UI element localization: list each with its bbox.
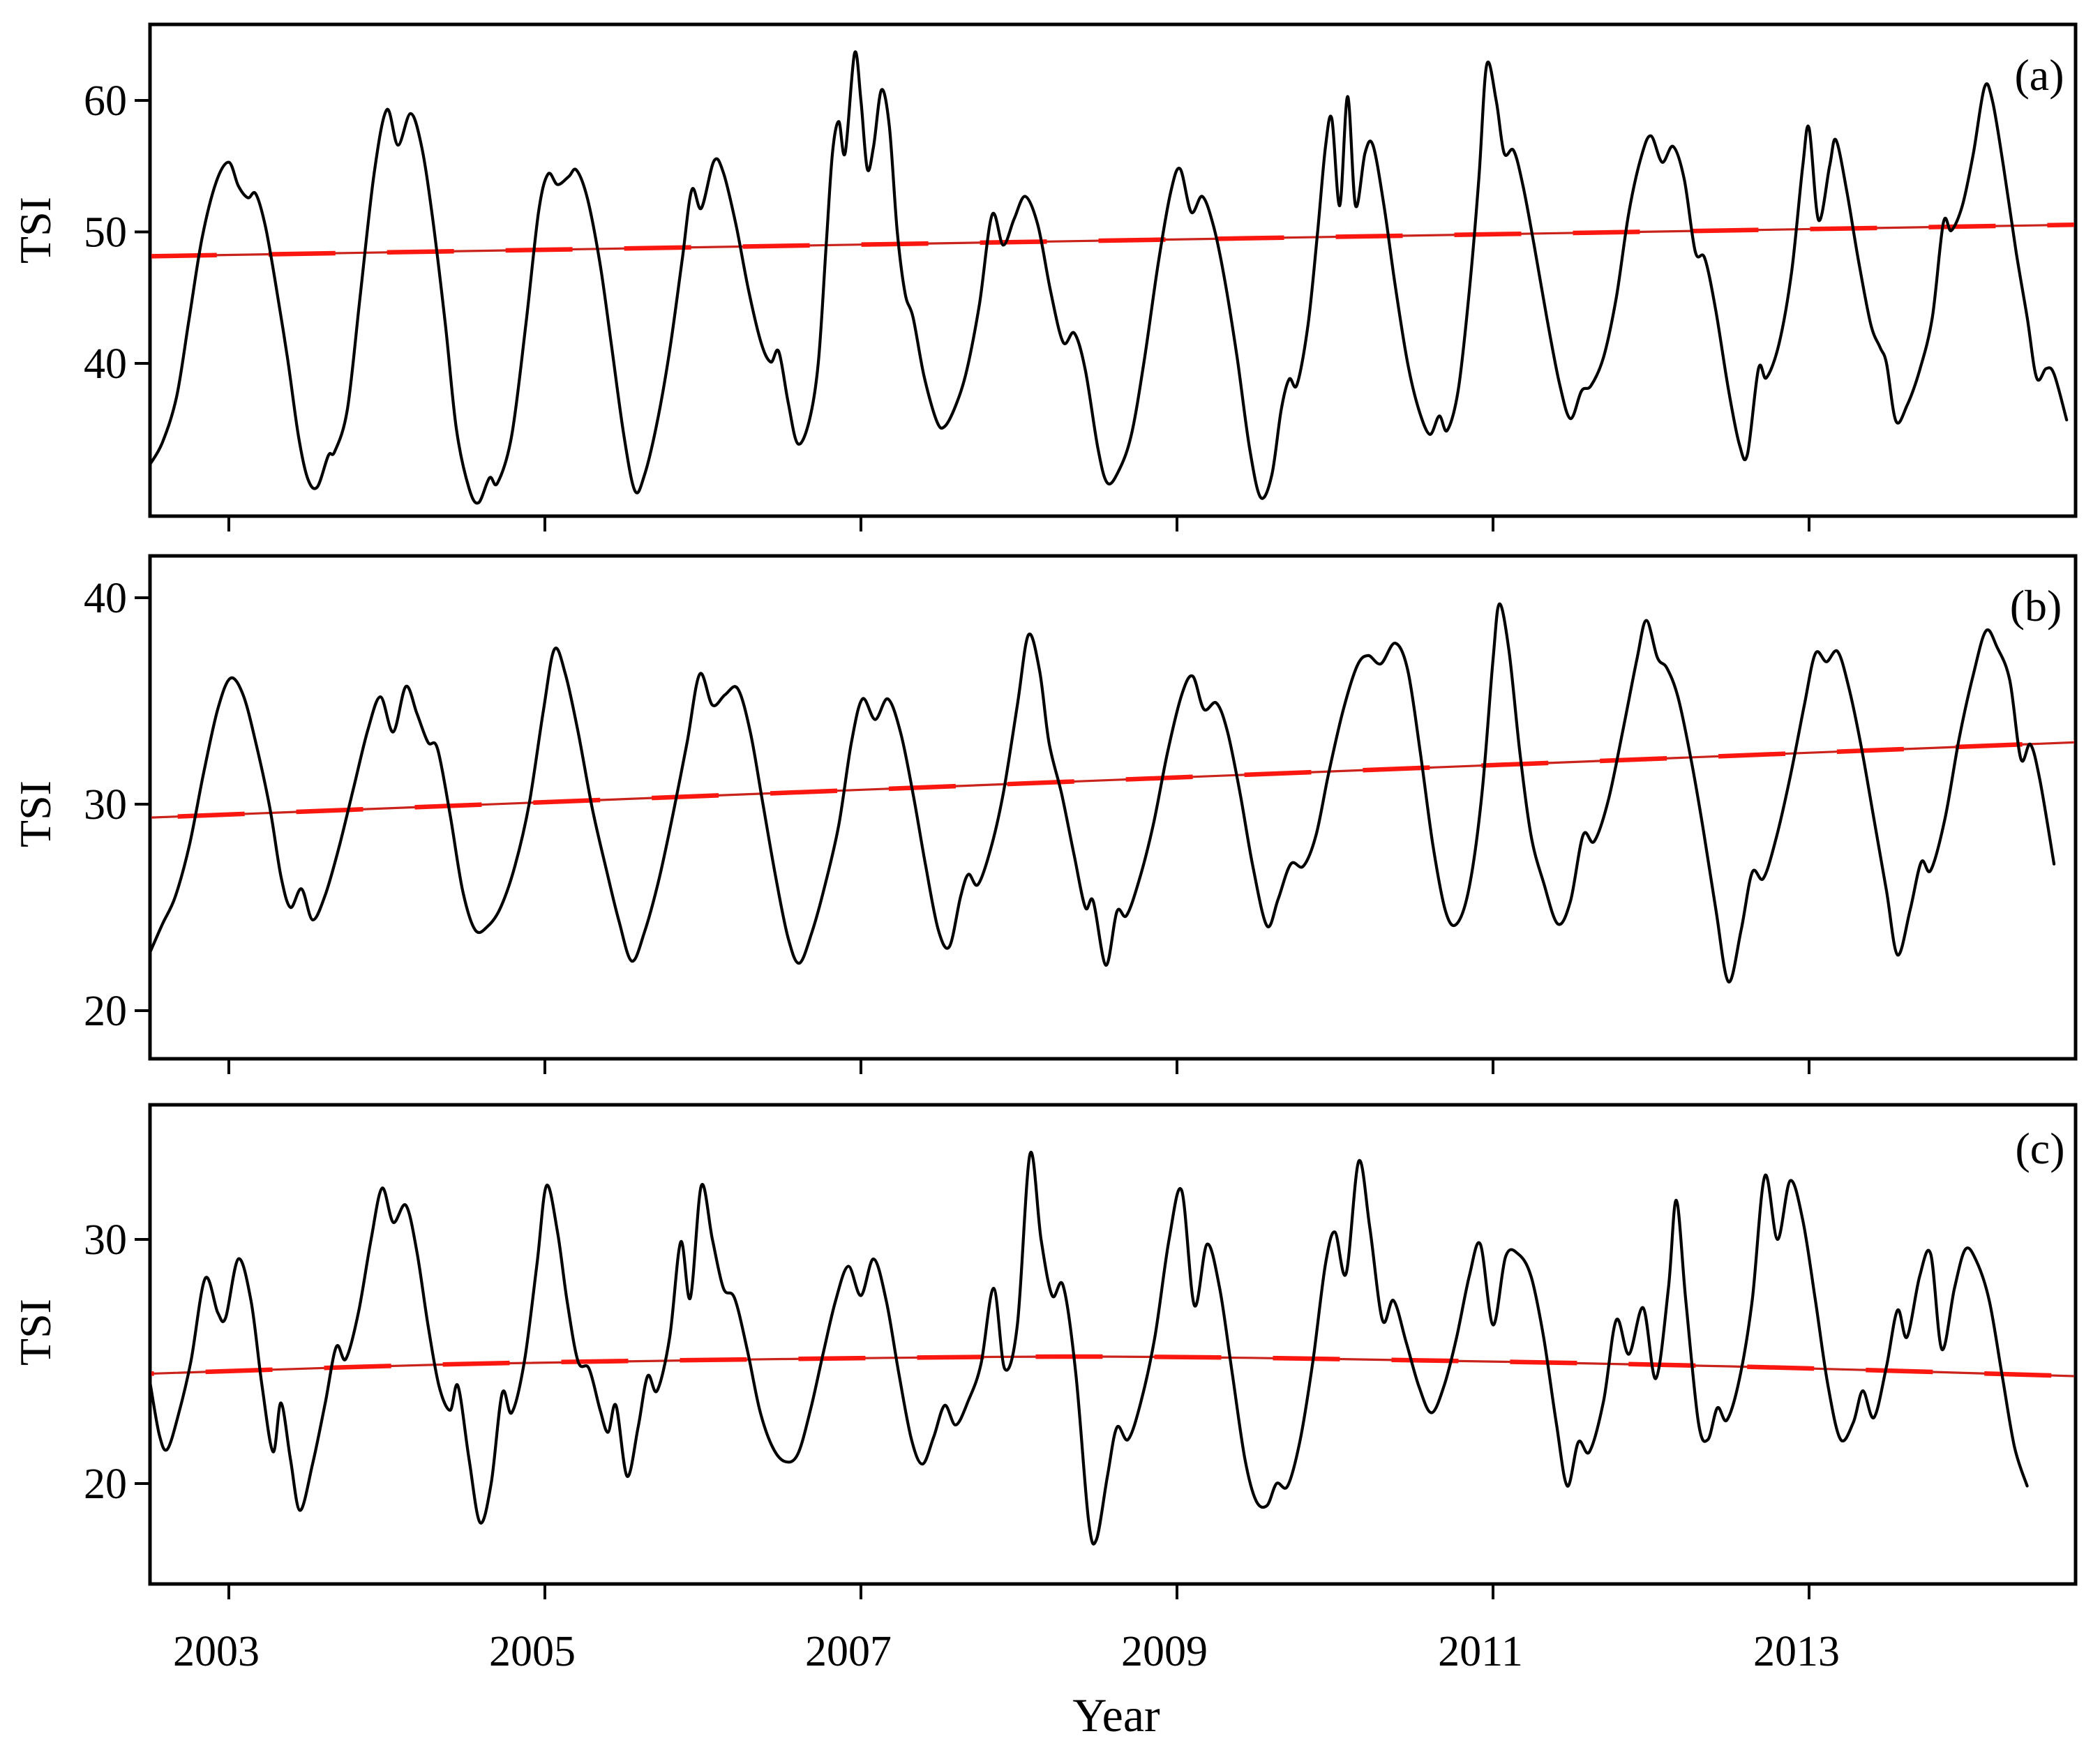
trend-line-dashes [151, 222, 2074, 259]
trend-line-dashes [151, 740, 2074, 820]
tsi-series-curve [151, 1150, 2029, 1546]
tsi-series-curve [151, 50, 2069, 505]
y-axis-title: TSI [10, 1299, 60, 1366]
panel-letter-label: (c) [2015, 1124, 2064, 1173]
panel-c: 20 30 2003 2005 2007 2009 2011 2013 (c) TSI [10, 1103, 2078, 1675]
x-tick-label: 2013 [1753, 1628, 1840, 1675]
x-tick-label: 2011 [1438, 1628, 1523, 1675]
y-axis-title: TSI [10, 197, 60, 264]
y-axis-title: TSI [10, 780, 60, 847]
x-tick-label: 2005 [489, 1628, 576, 1675]
panel-letter-label: (b) [2010, 581, 2062, 631]
x-tick-label: 2009 [1121, 1628, 1208, 1675]
panel-border [148, 554, 2078, 1061]
panel-a: 40 50 60 (a) TSI [10, 22, 2078, 531]
y-tick-label: 40 [84, 575, 127, 622]
x-tick-label: 2007 [805, 1628, 892, 1675]
y-tick-label: 40 [84, 340, 127, 388]
panel-border [148, 22, 2078, 518]
x-axis-title: Year [1072, 1689, 1160, 1742]
y-tick-label: 30 [84, 1216, 127, 1264]
y-tick-label: 60 [84, 77, 127, 125]
panel-border [148, 1103, 2078, 1586]
y-tick-label: 20 [84, 988, 127, 1035]
panel-letter-label: (a) [2014, 50, 2064, 100]
tsi-series-curve [151, 602, 2056, 983]
y-tick-label: 50 [84, 209, 127, 257]
trend-line-dashes [151, 1354, 2074, 1379]
y-tick-label: 20 [84, 1461, 127, 1508]
x-tick-label: 2003 [173, 1628, 260, 1675]
panel-b: 20 30 40 (b) TSI [10, 554, 2078, 1074]
y-tick-label: 30 [84, 781, 127, 829]
